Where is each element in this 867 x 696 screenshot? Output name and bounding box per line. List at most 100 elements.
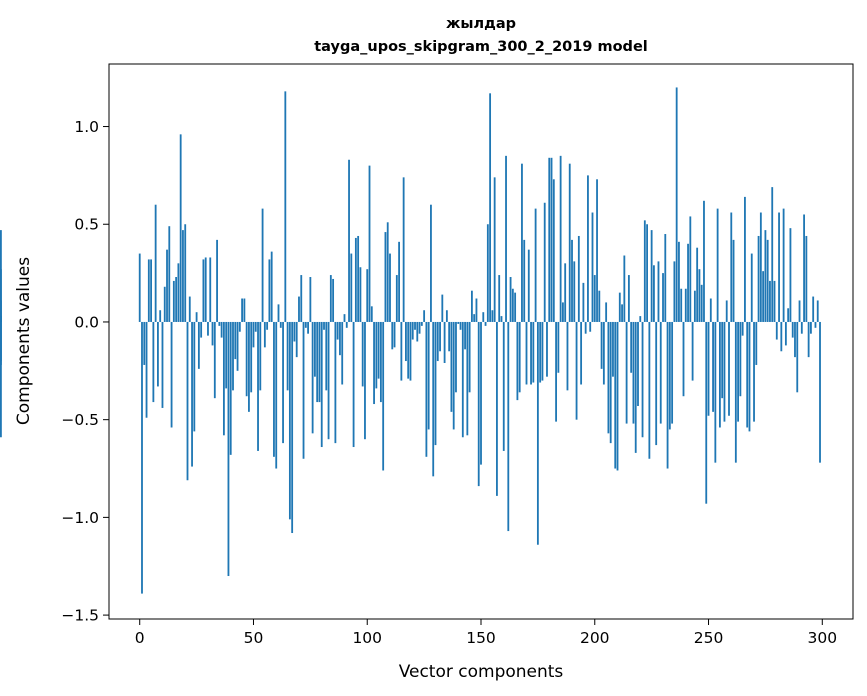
bar: [627, 275, 630, 322]
bar: [725, 300, 728, 322]
bar: [154, 204, 157, 322]
bar: [734, 321, 737, 463]
bar: [789, 228, 792, 322]
bar: [284, 91, 287, 322]
bar: [250, 321, 253, 393]
bar: [152, 321, 155, 403]
bar: [650, 230, 653, 322]
bar: [405, 321, 407, 362]
bar: [664, 234, 667, 322]
bar: [193, 321, 196, 432]
x-tick-label: 150: [466, 629, 496, 647]
bar: [341, 321, 344, 385]
bar: [498, 275, 501, 322]
bar: [320, 321, 323, 448]
bar: [243, 298, 246, 322]
bar: [639, 316, 642, 322]
bar: [325, 321, 328, 391]
bar: [407, 321, 410, 379]
bar: [716, 208, 719, 322]
bar: [339, 321, 341, 356]
bar: [200, 321, 203, 338]
bar: [209, 257, 212, 322]
bar: [293, 321, 296, 342]
y-axis-ticks: −1.5 −1.0 −0.5 0.0 0.5 1.0: [61, 118, 109, 625]
bar: [354, 237, 357, 322]
bar: [791, 321, 794, 338]
bar: [450, 321, 453, 412]
bar: [166, 249, 168, 322]
bar: [466, 321, 469, 436]
bar: [309, 277, 312, 322]
x-tick-label: 300: [807, 629, 837, 647]
bar: [816, 300, 819, 322]
bar: [457, 321, 460, 324]
bar: [364, 321, 366, 440]
bar-series: [0, 87, 821, 594]
bar: [286, 321, 289, 391]
bar: [714, 321, 717, 463]
bar: [780, 321, 783, 352]
bar: [307, 321, 309, 334]
bar: [147, 259, 150, 322]
bar: [480, 321, 482, 465]
bar: [582, 282, 585, 322]
bar: [448, 321, 451, 352]
bar: [753, 321, 755, 422]
bar: [336, 321, 339, 340]
bar: [389, 253, 391, 322]
bar: [368, 165, 371, 322]
y-tick-label: −0.5: [61, 411, 99, 429]
bar: [352, 321, 355, 448]
bar: [800, 321, 803, 334]
bar: [557, 321, 560, 373]
y-tick-label: 0.0: [74, 313, 99, 331]
bar: [623, 255, 626, 322]
bar: [584, 321, 587, 334]
bar: [202, 259, 205, 322]
y-tick-label: −1.5: [61, 607, 99, 625]
bar: [634, 321, 637, 453]
bar: [334, 321, 337, 444]
bar: [819, 321, 821, 463]
bar: [182, 230, 184, 322]
bar: [507, 321, 510, 532]
bar: [618, 292, 621, 322]
bar: [577, 235, 580, 322]
bar: [191, 321, 193, 467]
bar: [282, 321, 284, 444]
x-tick-label: 250: [694, 629, 724, 647]
bar: [0, 300, 2, 322]
bar: [682, 321, 685, 397]
bar: [764, 230, 767, 322]
bar: [279, 321, 282, 328]
bar: [666, 321, 669, 469]
chart-title: жылдар: [446, 16, 516, 32]
bar: [518, 321, 521, 393]
bar: [304, 321, 307, 328]
bar: [327, 321, 330, 440]
bar: [257, 321, 259, 451]
bar: [491, 310, 494, 322]
bar: [721, 321, 724, 399]
y-tick-label: 1.0: [74, 118, 99, 136]
bar: [332, 278, 335, 322]
bar: [172, 280, 175, 322]
bar: [234, 321, 237, 360]
bar: [602, 321, 605, 385]
bar: [159, 310, 162, 322]
bar: [254, 321, 257, 332]
bar: [468, 321, 471, 393]
bar: [689, 216, 692, 322]
bar: [680, 288, 683, 322]
bar: [348, 159, 350, 322]
bar: [541, 321, 544, 381]
bar: [270, 251, 273, 322]
bar: [359, 267, 362, 322]
bar: [361, 321, 364, 387]
bar: [500, 316, 503, 322]
bar: [0, 316, 2, 322]
bar: [0, 321, 2, 362]
x-axis-ticks: 0 50 100 150 200 250 300: [135, 619, 837, 647]
bar: [698, 269, 701, 322]
